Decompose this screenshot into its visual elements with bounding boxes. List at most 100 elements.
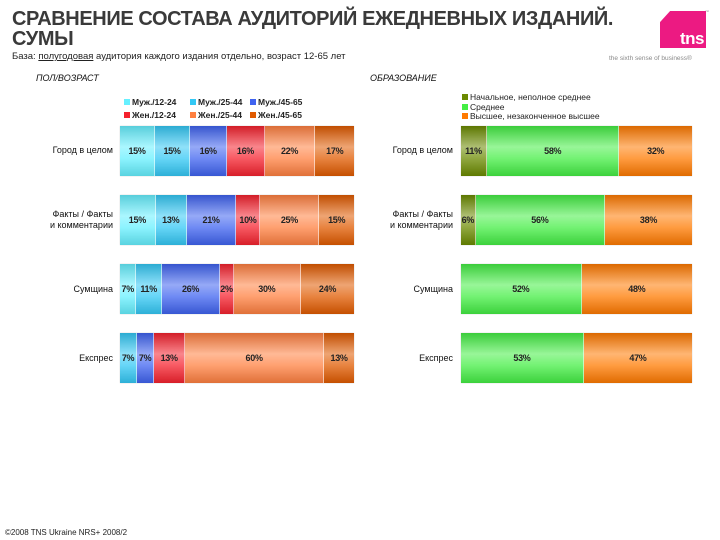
segment-female-45-65: 24% [300,264,354,314]
copyright-footer: ©2008 TNS Ukraine NRS+ 2008/2 [5,528,128,537]
segment-value: 26% [181,284,200,294]
legend-item: Жен./12-24 [124,110,176,120]
legend-swatch-icon [462,113,468,119]
segment-value: 11% [465,146,482,156]
segment-secondary: 58% [486,126,620,176]
stacked-bar: 15% 13% 21% 10% 25% 15% [120,195,355,245]
page-title: СРАВНЕНИЕ СОСТАВА АУДИТОРИЙ ЕЖЕДНЕВНЫХ И… [12,9,613,49]
segment-value: 11% [140,284,157,294]
segment-female-25-44: 60% [185,333,325,383]
row-label: Факты / Факты и комментарии [49,209,113,230]
stacked-bar: 0% 53% 47% [461,333,692,383]
segment-value: 15% [128,146,146,156]
legend-item: Муж./25-44 [190,97,242,107]
segment-value: 13% [330,353,348,363]
legend-label: Среднее [470,102,505,112]
subtitle-rest: аудитория каждого издания отдельно, возр… [93,51,346,62]
row-label: Сумщина [73,284,114,294]
title-line-1: СРАВНЕНИЕ СОСТАВА АУДИТОРИЙ ЕЖЕДНЕВНЫХ И… [12,8,614,30]
segment-value: 56% [531,215,549,225]
segment-value: 13% [162,215,180,225]
legend-label: Жен./45-65 [258,110,303,120]
segment-male-25-44: 15% [155,126,191,176]
row-label: Город в целом [392,145,453,155]
chart-title-gender-age: ПОЛ/ВОЗРАСТ [36,73,99,83]
legend-item: Муж./45-65 [250,97,302,107]
legend-label: Жен./25-44 [198,110,243,120]
legend-swatch-icon [462,94,468,100]
segment-female-25-44: 25% [260,195,320,245]
row-label: Експрес [419,353,453,363]
legend-swatch-icon [190,112,196,118]
segment-male-12-24: 15% [120,126,156,176]
segment-value: 2% [220,284,233,294]
legend-label: Муж./25-44 [198,97,243,107]
legend-swatch-icon [190,99,196,105]
segment-value: 15% [163,146,181,156]
legend-item: Жен./25-44 [190,110,242,120]
legend-item: Среднее [462,102,505,112]
segment-value: 53% [513,353,531,363]
segment-value: 10% [239,215,257,225]
legend-label: Муж./45-65 [258,97,303,107]
legend-label: Высшее, незаконченное высшее [470,111,600,121]
stacked-bar: 15% 15% 16% 16% 22% 17% [120,126,355,176]
segment-higher: 38% [604,195,692,245]
logo-trademark: ™ [705,9,709,14]
segment-female-12-24: 10% [236,195,261,245]
row-label: Город в целом [52,145,113,155]
segment-male-12-24: 15% [120,195,156,245]
segment-value: 52% [512,284,530,294]
segment-value: 38% [639,215,658,225]
segment-female-45-65: 15% [319,195,355,245]
segment-female-45-65: 17% [315,126,355,176]
stacked-bar: 6% 56% 38% [461,195,692,245]
segment-male-25-44: 7% [120,333,138,383]
segment-value: 16% [236,146,255,156]
segment-male-45-65: 26% [161,264,221,314]
logo-text: tns [680,29,705,48]
logo-tagline: the sixth sense of business® [609,55,692,62]
stacked-bar: 7% 11% 26% 2% 30% 24% [120,264,354,314]
segment-male-45-65: 21% [186,195,237,245]
legend-swatch-icon [124,99,130,105]
segment-male-45-65: 7% [137,333,155,383]
segment-primary: 6% [461,195,476,245]
segment-secondary: 52% [461,264,582,314]
segment-value: 17% [326,146,344,156]
legend-swatch-icon [250,99,256,105]
chart-title-education: ОБРАЗОВАНИЕ [370,73,437,83]
segment-value: 6% [461,215,475,225]
segment-female-25-44: 22% [264,126,316,176]
segment-female-12-24: 2% [220,264,234,314]
segment-secondary: 56% [475,195,605,245]
segment-secondary: 53% [461,333,584,383]
segment-female-45-65: 13% [324,333,354,383]
segment-value: 24% [318,284,337,294]
subtitle: База: полугодовая аудитория каждого изда… [12,51,346,62]
legend-item: Начальное, неполное среднее [462,92,591,102]
segment-value: 47% [629,353,647,363]
legend-swatch-icon [462,104,468,110]
segment-value: 60% [245,353,263,363]
segment-value: 16% [199,146,217,156]
segment-value: 58% [544,146,562,156]
segment-value: 22% [280,146,299,156]
segment-value: 15% [328,215,346,225]
row-label: Факты / Факты и комментарии [389,209,453,230]
segment-value: 15% [128,215,146,225]
stacked-bar: 0% 7% 7% 13% 60% 13% [120,333,354,383]
legend-swatch-icon [124,112,130,118]
stacked-bar: 0% 52% 48% [461,264,692,314]
segment-value: 32% [647,146,665,156]
segment-female-12-24: 16% [227,126,265,176]
segment-value: 30% [258,284,276,294]
legend-swatch-icon [250,112,256,118]
segment-value: 7% [138,353,152,363]
segment-value: 48% [628,284,646,294]
segment-higher: 32% [619,126,692,176]
legend-item: Муж./12-24 [124,97,176,107]
row-label: Сумщина [413,284,454,294]
title-line-2: СУМЫ [12,28,74,50]
subtitle-underlined: полугодовая [38,51,94,62]
